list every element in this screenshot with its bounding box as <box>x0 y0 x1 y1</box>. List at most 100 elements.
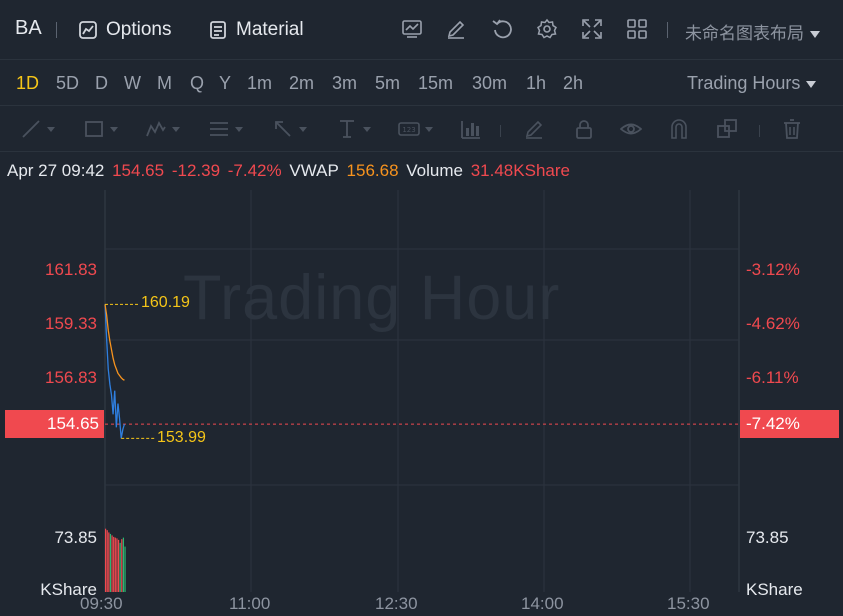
volume-bar <box>114 537 116 592</box>
top-bar: BA Options Material 未命名图表布局 <box>0 0 843 60</box>
brush-tool[interactable] <box>523 117 545 141</box>
chevron-down-icon <box>299 126 307 132</box>
indicator-tool[interactable] <box>460 117 482 141</box>
rectangle-icon <box>85 121 103 137</box>
symbol-label[interactable]: BA <box>15 17 42 39</box>
low-price-label: 153.99 <box>157 429 206 446</box>
price-axis-label: 161.83 <box>45 260 97 279</box>
grid-icon[interactable] <box>624 16 650 42</box>
arrow-tool[interactable] <box>272 117 307 141</box>
volume-bar <box>117 539 120 592</box>
volume-unit-label: KShare <box>40 580 97 599</box>
period-tab-q[interactable]: Q <box>190 73 205 93</box>
volume-axis-label: 73.85 <box>54 528 97 547</box>
price-axis-label: 156.83 <box>45 368 97 387</box>
time-axis-tick: 12:30 <box>375 594 418 613</box>
quote-change-pct: -7.42% <box>227 161 282 180</box>
period-tab-w[interactable]: W <box>124 73 141 93</box>
vwap-label: VWAP <box>289 161 339 180</box>
chevron-down-icon <box>172 126 180 132</box>
fibonacci-tool[interactable] <box>208 117 243 141</box>
material-button[interactable]: Material <box>208 15 304 45</box>
volume-unit-label: KShare <box>746 580 803 599</box>
pencil-icon <box>525 120 543 139</box>
pattern-tool[interactable] <box>145 117 180 141</box>
options-button[interactable]: Options <box>78 15 171 45</box>
fullscreen-icon[interactable] <box>579 16 605 42</box>
visibility-tool[interactable] <box>620 117 642 141</box>
period-tab-d[interactable]: D <box>95 73 108 93</box>
volume-axis-label: 73.85 <box>746 528 789 547</box>
chevron-down-icon <box>806 80 817 88</box>
quote-price: 154.65 <box>112 161 165 180</box>
period-tab-1d[interactable]: 1D <box>16 73 40 93</box>
text-tool[interactable]: 123 <box>398 117 433 141</box>
volume-bar <box>106 530 108 592</box>
quote-change: -12.39 <box>171 161 221 180</box>
chevron-down-icon <box>47 126 55 132</box>
time-axis-tick: 11:00 <box>229 594 271 613</box>
chevron-down-icon <box>235 126 243 132</box>
settings-icon[interactable] <box>534 16 560 42</box>
period-tab-2m[interactable]: 2m <box>289 73 315 93</box>
measure-tool[interactable] <box>336 117 371 141</box>
lock-icon <box>576 120 592 139</box>
trash-icon <box>784 119 800 139</box>
zigzag-icon <box>146 121 166 137</box>
delete-tool[interactable] <box>781 117 803 141</box>
chevron-down-icon <box>110 126 118 132</box>
chart-watermark: Trading Hour <box>183 263 561 333</box>
rectangle-tool[interactable] <box>83 117 118 141</box>
period-tab-5d[interactable]: 5D <box>56 73 80 93</box>
volume-bar <box>122 537 125 592</box>
period-bar: Trading Hours 1D 5D D W M Q Y 1m 2m 3m 5m 15m 30m 1h 2… <box>0 61 843 106</box>
magnet-icon <box>671 119 687 139</box>
eye-icon <box>620 123 642 135</box>
chevron-down-icon <box>810 31 820 39</box>
volume-value: 31.48KShare <box>470 161 570 180</box>
magnet-tool[interactable] <box>668 117 690 141</box>
svg-text:123: 123 <box>402 126 415 134</box>
period-tab-2h[interactable]: 2h <box>563 73 584 93</box>
volume-bar <box>105 528 107 592</box>
document-icon <box>210 21 226 39</box>
high-price-label: 160.19 <box>141 294 190 311</box>
volume-bar <box>124 546 126 592</box>
edit-icon[interactable] <box>443 16 469 42</box>
period-tab-15m[interactable]: 15m <box>418 73 454 93</box>
drawing-toolbar: 123 <box>0 107 843 152</box>
period-tab-1m[interactable]: 1m <box>247 73 273 93</box>
pct-axis-label: -3.12% <box>746 260 800 279</box>
volume-bar <box>121 539 123 592</box>
period-tab-5m[interactable]: 5m <box>375 73 401 93</box>
refresh-icon[interactable] <box>489 16 515 42</box>
options-label: Options <box>106 19 172 40</box>
trading-hours-dropdown[interactable]: Trading Hours <box>687 73 817 94</box>
vwap-value: 156.68 <box>346 161 399 180</box>
volume-bar <box>119 542 121 592</box>
chevron-down-icon <box>363 126 371 132</box>
volume-bar <box>108 532 110 592</box>
period-tab-1h[interactable]: 1h <box>526 73 547 93</box>
quote-datetime: Apr 27 09:42 <box>7 161 105 180</box>
time-axis-tick: 14:00 <box>521 594 564 613</box>
layers-icon <box>717 119 737 138</box>
layers-tool[interactable] <box>716 117 738 141</box>
line-tool[interactable] <box>20 117 55 141</box>
volume-bar <box>111 535 113 592</box>
period-tab-y[interactable]: Y <box>219 73 232 93</box>
chevron-down-icon <box>425 126 433 132</box>
period-tab-m[interactable]: M <box>157 73 172 93</box>
period-tab-3m[interactable]: 3m <box>332 73 358 93</box>
period-tab-30m[interactable]: 30m <box>472 73 508 93</box>
chart-type-icon[interactable] <box>399 16 425 42</box>
layout-name-dropdown[interactable]: 未命名图表布局 <box>685 19 820 44</box>
lock-tool[interactable] <box>573 117 595 141</box>
volume-bar <box>116 538 118 592</box>
fibonacci-icon <box>210 122 228 136</box>
measure-icon <box>340 120 354 138</box>
pct-axis-label: -6.11% <box>746 368 799 387</box>
volume-bar <box>109 533 112 592</box>
text-box-icon: 123 <box>398 122 420 136</box>
volume-label: Volume <box>406 161 463 180</box>
